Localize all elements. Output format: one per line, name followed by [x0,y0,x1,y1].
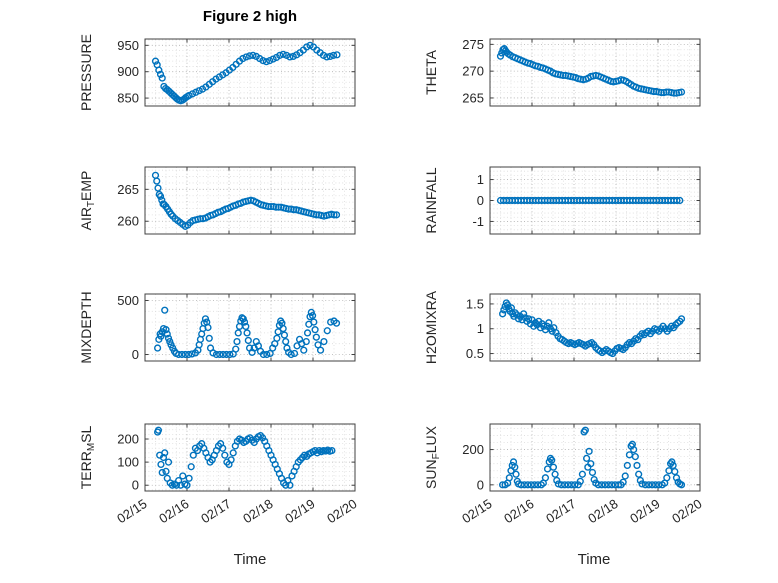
svg-text:850: 850 [117,91,139,106]
svg-text:02/20: 02/20 [669,496,704,526]
svg-text:1.5: 1.5 [466,296,484,311]
tick-marks [144,39,356,106]
subplot-mixdepth: 0 500 MIXDEPTH [78,291,356,364]
svg-text:02/19: 02/19 [627,496,662,526]
y-tick-labels: 0 200 [462,442,484,492]
data-points [151,41,341,105]
minor-grid [490,167,700,234]
major-grid [490,39,700,106]
svg-text:265: 265 [462,90,484,105]
svg-text:1: 1 [477,172,484,187]
svg-text:0: 0 [477,193,484,208]
axes-box [489,423,701,492]
minor-grid [145,424,355,491]
svg-text:0.5: 0.5 [466,346,484,361]
subplot-rainfall: -1 0 1 RAINFALL [423,166,701,235]
svg-text:02/19: 02/19 [282,496,317,526]
subplot-sun-flux: 0 200 02/15 02/16 02/17 02/18 02/19 02/20 SUNFLU… [423,423,705,526]
svg-text:02/15: 02/15 [459,496,494,526]
svg-text:260: 260 [117,214,139,229]
svg-text:200: 200 [462,442,484,457]
y-axis-label: AIRTEMP [78,171,97,231]
minor-grid [145,294,355,361]
svg-text:02/20: 02/20 [324,496,359,526]
tick-marks [489,167,701,234]
subplot-pressure: 850 900 950 PRESSURE [78,34,356,111]
data-points [153,306,341,359]
axes-box [144,293,356,362]
y-axis-label: H2OMIXRA [423,290,439,364]
major-grid [145,294,355,361]
axes-box [144,38,356,107]
y-tick-labels: -1 0 1 [472,172,484,229]
major-grid [490,167,700,234]
tick-marks [144,294,356,361]
x-tick-labels: 02/15 02/16 02/17 02/18 02/19 02/20 [114,496,359,526]
subplot-terr-msl: 0 100 200 02/15 02/16 02/17 02/18 02/19 02/20 TER… [78,423,360,526]
major-grid [490,294,700,361]
minor-grid [490,294,700,361]
svg-text:0: 0 [477,477,484,492]
data-points [153,426,336,489]
svg-text:02/15: 02/15 [114,496,149,526]
axes-box [144,166,356,235]
y-tick-labels: 265 270 275 [462,37,484,106]
svg-text:265: 265 [117,182,139,197]
subplot-h2omixra: 0.5 1 1.5 H2OMIXRA [423,290,701,364]
tick-marks [144,167,356,234]
axes-box [489,38,701,107]
svg-text:1: 1 [477,321,484,336]
svg-text:02/18: 02/18 [240,496,275,526]
y-tick-labels: 850 900 950 [117,38,139,106]
x-axis-label-right: Time [577,551,611,568]
svg-text:200: 200 [117,432,139,447]
tick-marks [144,424,356,491]
y-axis-label: TERRMSL [78,425,97,489]
y-axis-label: RAINFALL [423,167,439,233]
minor-grid [490,39,700,106]
x-axis-label-left: Time [233,551,267,568]
svg-text:02/16: 02/16 [501,496,536,526]
figure-title: Figure 2 high [202,8,298,25]
minor-grid [490,424,700,491]
axes-box [144,423,356,492]
svg-text:02/16: 02/16 [156,496,191,526]
svg-text:0: 0 [132,478,139,493]
y-tick-labels: 0.5 1 1.5 [466,296,484,361]
y-axis-label: MIXDEPTH [78,291,94,363]
x-tick-labels: 02/15 02/16 02/17 02/18 02/19 02/20 [459,496,704,526]
svg-text:950: 950 [117,38,139,53]
svg-text:-1: -1 [472,214,484,229]
y-tick-labels: 260 265 [117,182,139,229]
svg-text:100: 100 [117,455,139,470]
svg-text:02/18: 02/18 [585,496,620,526]
data-points [496,45,686,97]
y-tick-labels: 0 500 [117,293,139,362]
data-points [498,426,686,489]
y-axis-label: SUNFLUX [423,425,442,489]
data-points [498,299,686,358]
svg-text:270: 270 [462,64,484,79]
subplot-theta: 265 270 275 THETA [423,37,701,107]
data-points [151,171,341,230]
tick-marks [489,39,701,106]
y-axis-label: THETA [423,49,439,95]
svg-text:500: 500 [117,293,139,308]
svg-text:02/17: 02/17 [198,496,233,526]
data-points [496,196,684,205]
tick-marks [489,294,701,361]
y-tick-labels: 0 100 200 [117,432,139,493]
axes-box [489,293,701,362]
svg-text:02/17: 02/17 [543,496,578,526]
svg-text:0: 0 [132,347,139,362]
subplot-air-temp: 260 265 AIRTEMP [78,166,356,235]
y-axis-label: PRESSURE [78,34,94,111]
svg-text:275: 275 [462,37,484,52]
svg-text:900: 900 [117,64,139,79]
